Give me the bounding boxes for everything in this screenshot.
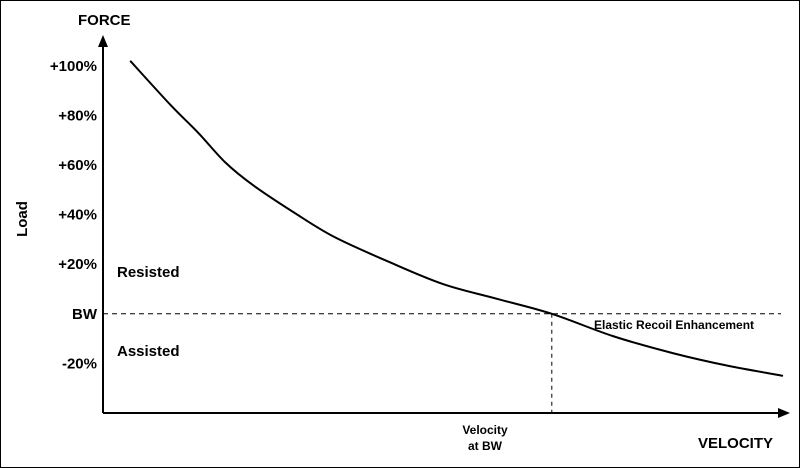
y-axis-arrow [98,35,108,47]
y-tick-label: BW [72,306,98,323]
y-tick-label: +100% [50,58,97,75]
load-side-label: Load [14,201,31,237]
velocity-at-bw-label-2: at BW [468,439,503,453]
y-axis-title: FORCE [78,12,131,29]
y-tick-label: +60% [58,157,97,174]
x-axis-arrow [778,408,790,418]
x-axis-title: VELOCITY [698,435,773,452]
velocity-at-bw-label-1: Velocity [462,423,508,437]
y-tick-label: +80% [58,107,97,124]
y-tick-label: +40% [58,207,97,224]
resisted-label: Resisted [117,264,180,281]
y-tick-labels: +100% +80% +60% +40% +20% BW -20% [50,58,98,373]
y-tick-label: -20% [62,355,97,372]
force-velocity-curve [129,60,784,377]
assisted-label: Assisted [117,343,180,360]
y-tick-label: +20% [58,256,97,273]
elastic-recoil-annotation: Elastic Recoil Enhancement [594,318,754,332]
